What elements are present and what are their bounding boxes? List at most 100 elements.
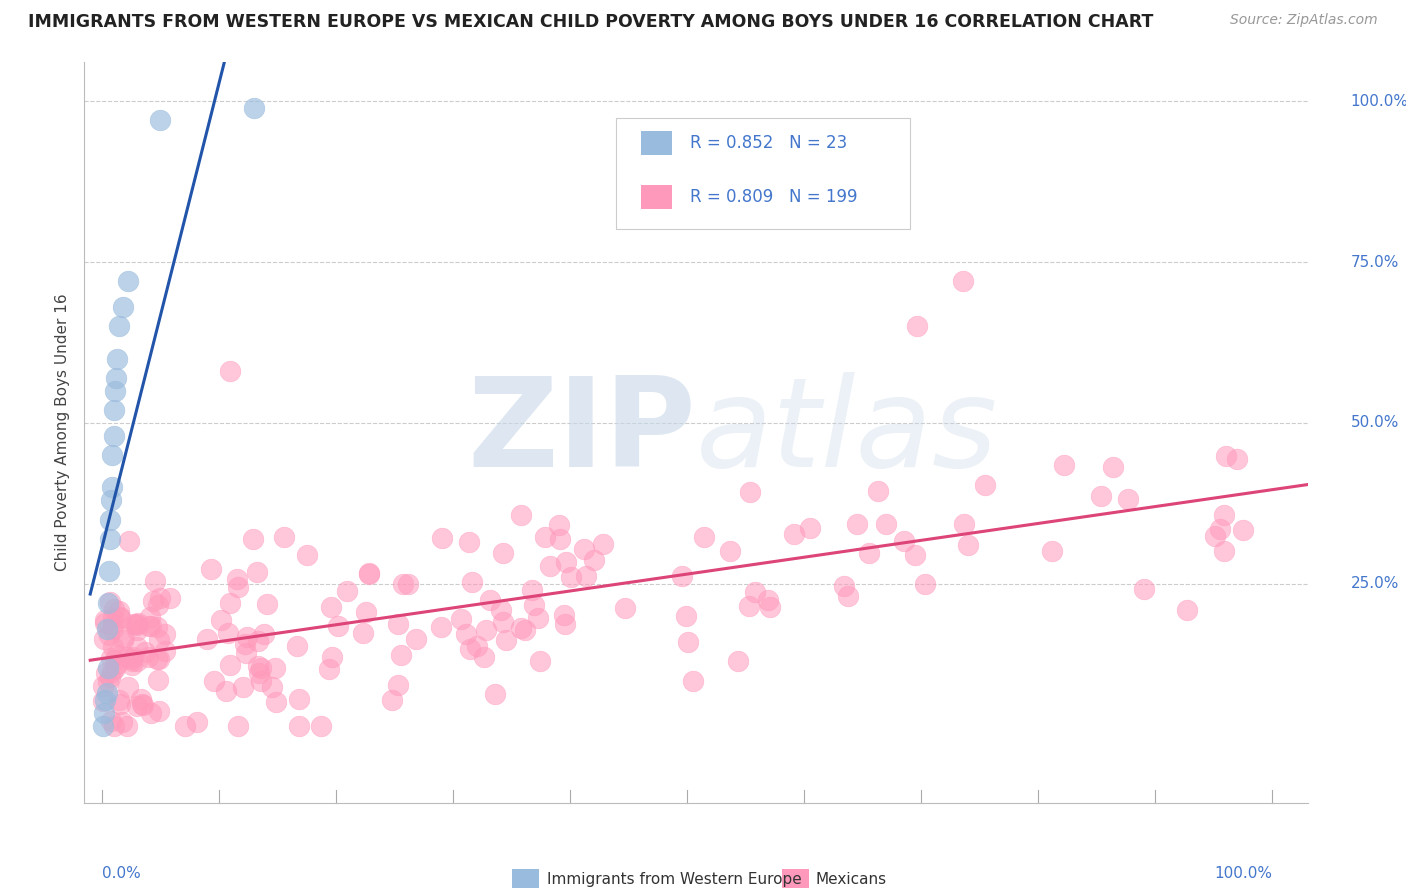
Mexicans [127, 616, 149, 631]
Mexicans [112, 630, 135, 644]
Mexicans [120, 652, 142, 666]
Mexicans [484, 687, 506, 701]
Mexicans [108, 610, 131, 624]
Mexicans [318, 662, 340, 676]
Mexicans [121, 654, 143, 668]
Immigrants from Western Europe [104, 371, 127, 385]
Text: Immigrants from Western Europe: Immigrants from Western Europe [547, 871, 801, 887]
Mexicans [186, 715, 208, 730]
Mexicans [354, 605, 377, 619]
Mexicans [529, 654, 551, 668]
Mexicans [1040, 543, 1063, 558]
Mexicans [98, 595, 121, 609]
Mexicans [93, 632, 115, 646]
Mexicans [117, 533, 139, 548]
Mexicans [718, 544, 741, 558]
Mexicans [115, 649, 138, 664]
Mexicans [253, 626, 276, 640]
Mexicans [952, 274, 974, 288]
Mexicans [868, 483, 890, 498]
Mexicans [108, 698, 131, 712]
Mexicans [105, 648, 128, 662]
Mexicans [614, 600, 637, 615]
Mexicans [209, 613, 232, 627]
Mexicans [321, 649, 343, 664]
Mexicans [903, 549, 925, 563]
Mexicans [159, 591, 181, 606]
Mexicans [1133, 582, 1156, 597]
Mexicans [264, 661, 287, 675]
Mexicans [246, 633, 269, 648]
Mexicans [148, 704, 170, 718]
Mexicans [108, 604, 131, 618]
Mexicans [555, 555, 578, 569]
Mexicans [489, 603, 512, 617]
Immigrants from Western Europe [91, 718, 114, 732]
Mexicans [101, 611, 124, 625]
Mexicans [103, 601, 125, 615]
Mexicans [352, 625, 374, 640]
Mexicans [727, 654, 749, 668]
Mexicans [575, 569, 598, 583]
Mexicans [495, 632, 517, 647]
Mexicans [94, 613, 117, 627]
FancyBboxPatch shape [513, 870, 540, 888]
Mexicans [1090, 489, 1112, 503]
Mexicans [217, 626, 239, 640]
Mexicans [458, 535, 481, 549]
FancyBboxPatch shape [641, 131, 672, 155]
Mexicans [145, 652, 167, 666]
Mexicans [125, 699, 148, 714]
Mexicans [475, 623, 498, 637]
Mexicans [554, 616, 576, 631]
Mexicans [250, 673, 273, 688]
Text: 100.0%: 100.0% [1350, 94, 1406, 109]
Mexicans [783, 527, 806, 541]
Mexicans [510, 508, 533, 522]
Text: 0.0%: 0.0% [101, 866, 141, 880]
Mexicans [108, 693, 131, 707]
Text: Source: ZipAtlas.com: Source: ZipAtlas.com [1230, 13, 1378, 28]
Mexicans [148, 652, 170, 666]
Mexicans [492, 546, 515, 560]
Mexicans [117, 680, 139, 694]
Mexicans [491, 615, 513, 629]
Mexicans [236, 630, 259, 644]
Mexicans [288, 691, 311, 706]
Mexicans [247, 666, 270, 681]
Mexicans [129, 691, 152, 706]
Mexicans [98, 627, 121, 641]
Mexicans [148, 673, 170, 688]
Mexicans [262, 681, 284, 695]
Mexicans [125, 640, 148, 654]
Mexicans [693, 530, 716, 544]
Immigrants from Western Europe [149, 113, 172, 128]
Mexicans [759, 600, 782, 615]
Mexicans [121, 658, 143, 673]
Immigrants from Western Europe [108, 319, 131, 334]
Mexicans [1204, 529, 1226, 543]
FancyBboxPatch shape [641, 185, 672, 209]
Mexicans [381, 693, 404, 707]
Mexicans [101, 665, 124, 680]
Mexicans [387, 678, 409, 692]
Mexicans [100, 714, 122, 729]
Mexicans [1232, 523, 1254, 537]
Mexicans [111, 715, 134, 730]
Immigrants from Western Europe [98, 532, 121, 546]
Mexicans [454, 626, 477, 640]
Immigrants from Western Europe [101, 448, 124, 462]
Mexicans [799, 520, 821, 534]
Mexicans [582, 553, 605, 567]
Mexicans [226, 718, 249, 732]
Mexicans [219, 596, 242, 610]
Mexicans [97, 675, 120, 690]
Mexicans [1102, 460, 1125, 475]
Immigrants from Western Europe [243, 101, 266, 115]
Mexicans [202, 673, 225, 688]
Mexicans [100, 651, 122, 665]
Mexicans [756, 592, 779, 607]
Text: 75.0%: 75.0% [1350, 254, 1399, 269]
Mexicans [1208, 522, 1230, 536]
Mexicans [572, 541, 595, 556]
